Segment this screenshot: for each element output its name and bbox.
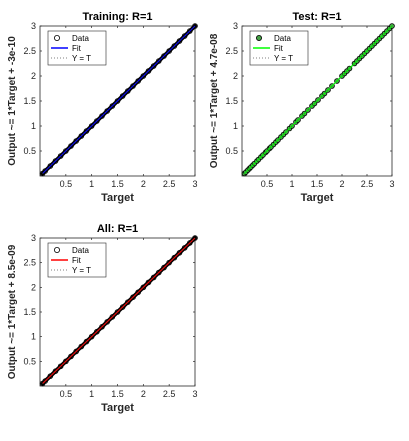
y-tick-label: 3 <box>31 21 36 31</box>
x-tick-label: 3 <box>389 179 394 189</box>
identity-line <box>42 237 196 384</box>
x-tick-label: 1 <box>89 389 94 399</box>
y-tick-label: 1.5 <box>225 96 238 106</box>
y-axis-label: Output ~= 1*Target + 4.7e-08 <box>209 33 220 168</box>
x-tick-label: 2 <box>141 179 146 189</box>
y-axis-label: Output ~= 1*Target + 8.5e-09 <box>7 244 18 379</box>
chart-title: All: R=1 <box>97 223 138 235</box>
x-tick-label: 1 <box>289 179 294 189</box>
legend-label-identity: Y = T <box>72 54 91 63</box>
y-tick-label: 2.5 <box>225 46 238 56</box>
x-tick-label: 1.5 <box>311 179 324 189</box>
y-tick-label: 3 <box>233 21 238 31</box>
legend-label-fit: Fit <box>72 44 82 53</box>
x-tick-label: 2 <box>339 179 344 189</box>
x-tick-label: 2.5 <box>163 179 176 189</box>
x-tick-label: 2.5 <box>361 179 374 189</box>
x-tick-label: 0.5 <box>261 179 274 189</box>
legend-label-identity: Y = T <box>72 266 91 275</box>
legend-data-marker <box>54 246 61 253</box>
y-tick-label: 3 <box>31 233 36 243</box>
x-tick-label: 3 <box>192 179 197 189</box>
legend-data-marker <box>255 35 262 42</box>
x-axis-label: Target <box>101 192 134 204</box>
y-tick-label: 0.5 <box>225 146 238 156</box>
y-tick-label: 1 <box>233 121 238 131</box>
x-tick-label: 2.5 <box>163 389 176 399</box>
x-axis-label: Target <box>101 402 134 414</box>
x-tick-label: 1.5 <box>111 389 124 399</box>
x-tick-label: 0.5 <box>60 179 73 189</box>
y-tick-label: 0.5 <box>23 356 36 366</box>
panel-3: 0.5 1 1.5 2 2.5 3 0.5 1 1.5 2 2.5 3 All: R=1 Target Ou… <box>7 223 198 414</box>
chart-title: Training: R=1 <box>83 11 153 23</box>
legend-label-fit: Fit <box>72 256 82 265</box>
x-axis-label: Target <box>301 192 334 204</box>
x-tick-label: 1.5 <box>111 179 124 189</box>
x-tick-label: 1 <box>89 179 94 189</box>
x-tick-label: 2 <box>141 389 146 399</box>
x-tick-label: 3 <box>192 389 197 399</box>
fit-line <box>244 25 393 174</box>
chart-title: Test: R=1 <box>292 11 341 23</box>
panel-1: 0.5 1 1.5 2 2.5 3 0.5 1 1.5 2 2.5 3 Training: R=1 Tar… <box>7 11 198 204</box>
legend-label-data: Data <box>72 34 89 43</box>
y-axis-label: Output ~= 1*Target + -3e-10 <box>7 36 18 166</box>
y-tick-label: 2 <box>31 71 36 81</box>
y-tick-label: 2.5 <box>23 46 36 56</box>
y-tick-label: 0.5 <box>23 146 36 156</box>
fit-line <box>42 25 196 174</box>
y-tick-label: 2 <box>31 282 36 292</box>
y-tick-label: 1 <box>31 332 36 342</box>
legend-data-marker <box>54 35 61 42</box>
x-tick-label: 0.5 <box>60 389 73 399</box>
legend-label-fit: Fit <box>274 44 284 53</box>
legend-label-data: Data <box>72 246 89 255</box>
y-tick-label: 2.5 <box>23 258 36 268</box>
y-tick-label: 1.5 <box>23 307 36 317</box>
y-tick-label: 1.5 <box>23 96 36 106</box>
y-tick-label: 2 <box>233 71 238 81</box>
legend-label-data: Data <box>274 34 291 43</box>
panel-2: 0.5 1 1.5 2 2.5 3 0.5 1 1.5 2 2.5 3 Test: R=1 Target O… <box>209 11 395 204</box>
y-tick-label: 1 <box>31 121 36 131</box>
legend-label-identity: Y = T <box>274 54 293 63</box>
